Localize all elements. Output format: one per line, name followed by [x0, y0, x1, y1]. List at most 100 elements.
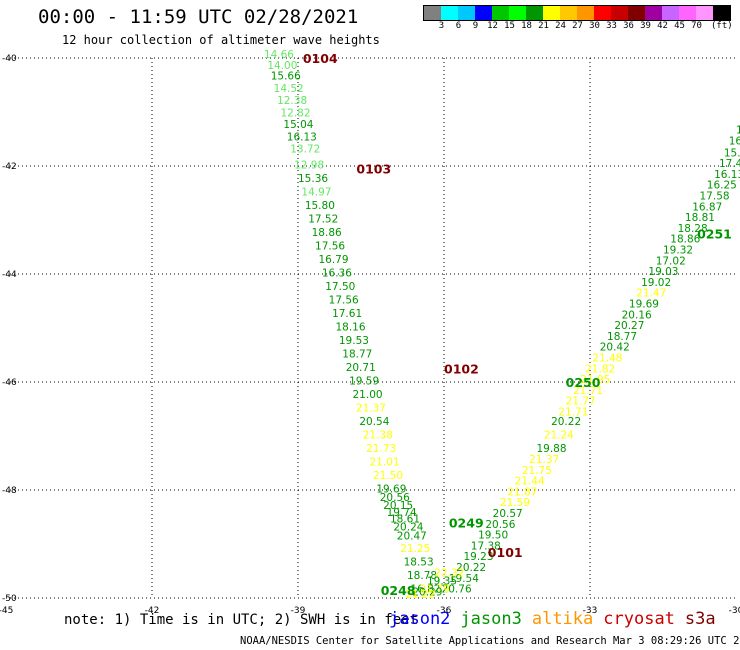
swh-value-label: 19.23: [463, 551, 493, 563]
colorbar-swatch: [475, 6, 492, 20]
swh-value-label: 17.61: [332, 308, 362, 320]
colorbar-label: 21: [538, 21, 549, 31]
swh-value-label: 18.53: [404, 557, 434, 569]
swh-value-label: 22.32: [434, 567, 464, 579]
y-tick-label: -50: [2, 594, 17, 604]
swh-value-label: 19.53: [339, 335, 369, 347]
colorbar-label: 6: [455, 21, 462, 31]
swh-value-label: 17.38: [471, 540, 501, 552]
x-tick-label: -42: [145, 606, 160, 616]
swh-value-label: 16.7: [729, 135, 740, 147]
swh-value-label: 20.71: [346, 362, 376, 374]
track-label: 0250: [566, 375, 601, 390]
swh-value-label: 21.47: [636, 288, 666, 300]
swh-value-label: 21.37: [356, 403, 386, 415]
chart-axes: -45 -42 -39 -36 -33 -30 -40 -42 -44 -46 -48 -50: [0, 54, 740, 616]
colorbar-swatch: [492, 6, 509, 20]
y-tick-label: -46: [2, 378, 17, 388]
swh-value-label: 19.35: [427, 576, 457, 588]
y-tick-label: -42: [2, 162, 17, 172]
swh-value-label: 18.77: [607, 331, 637, 343]
colorbar-label: 42: [657, 21, 668, 31]
colorbar-swatch: [696, 6, 713, 20]
swh-value-label: 19.03: [648, 266, 678, 278]
swh-value-label: 16.36: [322, 268, 352, 280]
swh-value-label: 21.48: [592, 352, 622, 364]
swh-value-label: 18.86: [670, 234, 700, 246]
track-label: 0249: [449, 515, 484, 530]
legend-item: cryosat: [603, 609, 675, 629]
swh-value-label: 21.71: [558, 406, 588, 418]
y-tick-label: -40: [2, 54, 17, 64]
swh-value-label: 21.87: [507, 486, 537, 498]
swh-value-label: 19.50: [478, 530, 508, 542]
swh-value-label: 21.75: [522, 465, 552, 477]
swh-value-label: 20.15: [383, 500, 413, 512]
swh-value-label: 19.74: [387, 507, 417, 519]
swh-value-label: 21.38: [363, 430, 393, 442]
swh-value-label: 16.13: [287, 132, 317, 144]
swh-value-label: 21.22: [405, 589, 435, 601]
swh-value-label: 20.42: [600, 342, 630, 354]
swh-value-label: 21.95: [580, 374, 610, 386]
colorbar-label: 30: [589, 21, 600, 31]
swh-value-label: 18.81: [685, 212, 715, 224]
swh-value-label: 14.00: [267, 60, 297, 72]
swh-value-label: 17.56: [329, 295, 359, 307]
colorbar-swatch: [441, 6, 458, 20]
swh-value-label: 20.22: [551, 416, 581, 428]
swh-value-label: 16.25: [707, 180, 737, 192]
swh-value-label: 17.58: [700, 190, 730, 202]
colorbar-label: 3: [438, 21, 445, 31]
swh-value-label: 17.43: [719, 158, 740, 170]
colorbar-swatch: [662, 6, 679, 20]
colorbar-swatch: [526, 6, 543, 20]
y-tick-label: -44: [2, 270, 17, 280]
legend-item: jason3: [460, 609, 522, 629]
colorbar-label: 15: [504, 21, 515, 31]
swh-value-label: 12.38: [277, 95, 307, 107]
swh-value-label: 14.97: [301, 187, 331, 199]
swh-value-label: 13.72: [290, 144, 320, 156]
colorbar-swatch: [594, 6, 611, 20]
track-label: 0251: [697, 227, 732, 242]
legend-item: altika: [531, 609, 594, 629]
swh-value-label: 19.59: [349, 376, 379, 388]
chart-subtitle: 12 hour collection of altimeter wave hei…: [62, 33, 380, 47]
swh-value-label: 20.76: [442, 584, 472, 596]
colorbar-swatch: [458, 6, 475, 20]
x-tick-label: -39: [291, 606, 306, 616]
swh-value-label: 20.24: [393, 522, 423, 534]
colorbar: [423, 5, 731, 21]
colorbar-swatch: [543, 6, 560, 20]
swh-value-label: 15.36: [298, 173, 328, 185]
swh-value-label: 19.69: [376, 484, 406, 496]
colorbar-label: 18: [521, 21, 532, 31]
swh-value-label: 18.16: [335, 322, 365, 334]
colorbar-label: 24: [555, 21, 566, 31]
chart-marks: 14.6614.0015.6614.5212.3812.8215.0416.13…: [264, 49, 740, 601]
legend-item: s3a: [684, 609, 716, 629]
swh-value-label: 14.66: [264, 49, 294, 61]
x-tick-label: -33: [583, 606, 598, 616]
swh-value-label: 21.01: [370, 457, 400, 469]
track-label: 0101: [488, 545, 523, 560]
swh-value-label: 20.54: [359, 416, 389, 428]
track-label: 0102: [444, 362, 479, 377]
x-tick-label: -36: [437, 606, 452, 616]
colorbar-swatch: [679, 6, 696, 20]
swh-value-label: 17.02: [656, 255, 686, 267]
swh-value-label: 16.87: [692, 201, 722, 213]
colorbar-label: 12: [487, 21, 498, 31]
swh-value-label: 21.59: [500, 497, 530, 509]
swh-value-label: 21.00: [353, 389, 383, 401]
swh-value-label: 21.79: [420, 584, 450, 596]
footer-credit: NOAA/NESDIS Center for Satellite Applica…: [240, 635, 740, 647]
colorbar-label: 36: [623, 21, 634, 31]
colorbar-label: 45: [674, 21, 685, 31]
swh-value-label: 19.32: [663, 244, 693, 256]
swh-value-label: 17.50: [325, 281, 355, 293]
x-tick-label: -45: [0, 606, 13, 616]
y-tick-label: -48: [2, 486, 17, 496]
swh-value-label: 14.52: [274, 83, 304, 95]
